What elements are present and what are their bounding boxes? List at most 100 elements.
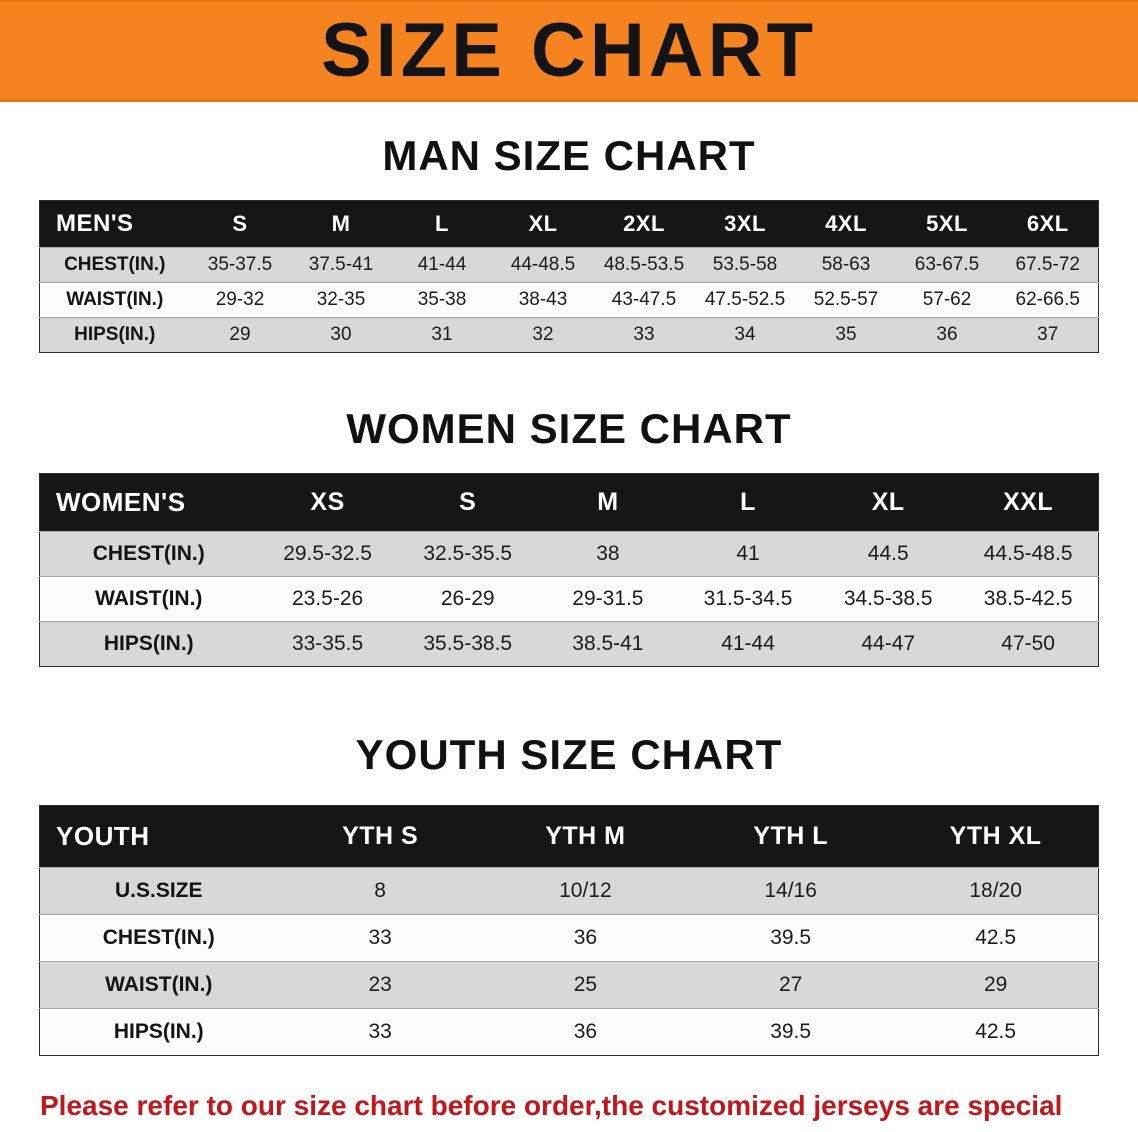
column-header: XL <box>818 473 959 532</box>
row-label: U.S.SIZE <box>39 867 278 915</box>
disclaimer: Please refer to our size chart before or… <box>40 1086 1138 1132</box>
table-cell: 33-35.5 <box>257 621 398 667</box>
table-cell: 36 <box>482 1008 688 1056</box>
table-cell: 52.5-57 <box>795 282 897 318</box>
table-cell: 38.5-42.5 <box>958 576 1099 622</box>
table-header-row: YOUTH YTH S YTH M YTH L YTH XL <box>39 805 1099 868</box>
row-label: CHEST(IN.) <box>39 531 258 577</box>
column-header: 3XL <box>694 200 796 248</box>
table-cell: 41 <box>677 531 819 577</box>
women-size-table: WOMEN'S XS S M L XL XXL CHEST(IN.) 29.5-32.5 32.5… <box>39 473 1099 667</box>
table-cell: 26-29 <box>397 576 538 622</box>
table-cell: 58-63 <box>795 247 897 283</box>
table-row: WAIST(IN.) 23 25 27 29 <box>39 961 1099 1009</box>
table-cell: 42.5 <box>893 914 1099 962</box>
table-cell: 48.5-53.5 <box>593 247 695 283</box>
column-header: M <box>290 200 392 248</box>
row-label: HIPS(IN.) <box>39 1008 278 1056</box>
table-row: HIPS(IN.) 29 30 31 32 33 34 35 36 37 <box>39 317 1099 353</box>
column-header: XS <box>257 473 398 532</box>
table-header-row: WOMEN'S XS S M L XL XXL <box>39 473 1099 532</box>
table-title-cell: WOMEN'S <box>39 473 258 532</box>
table-cell: 38-43 <box>492 282 594 318</box>
table-cell: 37 <box>997 317 1099 353</box>
row-label: CHEST(IN.) <box>39 247 190 283</box>
row-label: WAIST(IN.) <box>39 576 258 622</box>
column-header: XL <box>492 200 594 248</box>
table-cell: 35.5-38.5 <box>397 621 538 667</box>
column-header: 2XL <box>593 200 695 248</box>
men-size-table: MEN'S S M L XL 2XL 3XL 4XL 5XL 6XL CHEST(IN.) 35-37… <box>39 200 1099 353</box>
column-header: S <box>189 200 291 248</box>
table-row: CHEST(IN.) 29.5-32.5 32.5-35.5 38 41 44.5 44.5… <box>39 531 1099 577</box>
youth-size-table: YOUTH YTH S YTH M YTH L YTH XL U.S.SIZE 8 10/12… <box>39 805 1099 1056</box>
table-cell: 29 <box>189 317 291 353</box>
row-label: HIPS(IN.) <box>39 317 190 353</box>
table-cell: 67.5-72 <box>997 247 1099 283</box>
table-row: HIPS(IN.) 33 36 39.5 42.5 <box>39 1008 1099 1056</box>
table-cell: 53.5-58 <box>694 247 796 283</box>
table-cell: 39.5 <box>688 914 894 962</box>
table-row: U.S.SIZE 8 10/12 14/16 18/20 <box>39 867 1099 915</box>
table-cell: 23 <box>277 961 483 1009</box>
column-header: 5XL <box>896 200 998 248</box>
table-cell: 29-31.5 <box>537 576 678 622</box>
table-cell: 25 <box>482 961 688 1009</box>
table-cell: 35 <box>795 317 897 353</box>
table-cell: 29-32 <box>189 282 291 318</box>
table-cell: 62-66.5 <box>997 282 1099 318</box>
table-cell: 44-47 <box>818 621 959 667</box>
table-row: WAIST(IN.) 29-32 32-35 35-38 38-43 43-47.5 47.… <box>39 282 1099 318</box>
column-header: L <box>391 200 493 248</box>
table-cell: 44.5 <box>818 531 959 577</box>
column-header: L <box>677 473 819 532</box>
men-size-section: MAN SIZE CHART MEN'S S M L XL 2XL 3XL 4XL 5XL 6XL… <box>0 132 1138 353</box>
table-cell: 41-44 <box>677 621 819 667</box>
table-cell: 31 <box>391 317 493 353</box>
table-cell: 8 <box>277 867 483 915</box>
table-cell: 10/12 <box>482 867 688 915</box>
table-cell: 35-38 <box>391 282 493 318</box>
table-row: CHEST(IN.) 35-37.5 37.5-41 41-44 44-48.5 48.5… <box>39 247 1099 283</box>
table-cell: 33 <box>277 1008 483 1056</box>
table-cell: 47-50 <box>958 621 1099 667</box>
table-cell: 47.5-52.5 <box>694 282 796 318</box>
column-header: YTH XL <box>893 805 1099 868</box>
column-header: YTH L <box>688 805 894 868</box>
table-cell: 29.5-32.5 <box>257 531 398 577</box>
table-cell: 34.5-38.5 <box>818 576 959 622</box>
table-cell: 57-62 <box>896 282 998 318</box>
table-row: WAIST(IN.) 23.5-26 26-29 29-31.5 31.5-34.5 34… <box>39 576 1099 622</box>
table-cell: 42.5 <box>893 1008 1099 1056</box>
table-cell: 41-44 <box>391 247 493 283</box>
table-cell: 63-67.5 <box>896 247 998 283</box>
banner: SIZE CHART <box>0 0 1138 102</box>
table-cell: 33 <box>277 914 483 962</box>
table-cell: 44-48.5 <box>492 247 594 283</box>
table-cell: 30 <box>290 317 392 353</box>
table-cell: 32 <box>492 317 594 353</box>
table-cell: 44.5-48.5 <box>958 531 1099 577</box>
column-header: XXL <box>958 473 1099 532</box>
page-title: SIZE CHART <box>321 8 817 93</box>
column-header: M <box>537 473 678 532</box>
table-row: CHEST(IN.) 33 36 39.5 42.5 <box>39 914 1099 962</box>
column-header: YTH M <box>482 805 688 868</box>
table-cell: 36 <box>896 317 998 353</box>
table-cell: 34 <box>694 317 796 353</box>
column-header: YTH S <box>277 805 483 868</box>
table-cell: 38 <box>537 531 678 577</box>
table-cell: 27 <box>688 961 894 1009</box>
table-cell: 14/16 <box>688 867 894 915</box>
table-title-cell: YOUTH <box>39 805 278 868</box>
row-label: WAIST(IN.) <box>39 282 190 318</box>
column-header: 4XL <box>795 200 897 248</box>
table-cell: 31.5-34.5 <box>677 576 819 622</box>
youth-size-section: YOUTH SIZE CHART YOUTH YTH S YTH M YTH L YTH… <box>0 731 1138 1056</box>
table-cell: 38.5-41 <box>537 621 678 667</box>
table-cell: 18/20 <box>893 867 1099 915</box>
column-header: 6XL <box>997 200 1099 248</box>
disclaimer-line-1: Please refer to our size chart before or… <box>40 1090 1063 1132</box>
table-cell: 36 <box>482 914 688 962</box>
